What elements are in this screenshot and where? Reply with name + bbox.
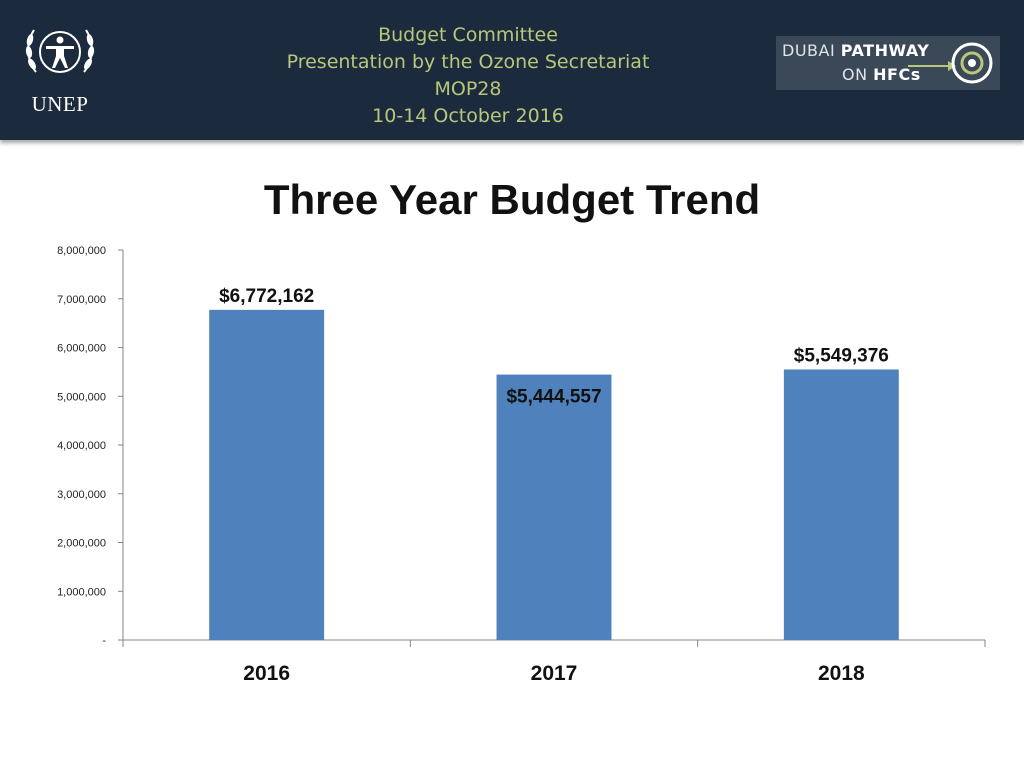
data-label-2016: $6,772,162 (219, 286, 314, 307)
slide-header: UNEP Budget Committee Presentation by th… (0, 0, 1024, 140)
header-text: Budget Committee Presentation by the Ozo… (200, 22, 736, 130)
y-tick-label: 8,000,000 (57, 245, 106, 257)
logo-text-pathway: PATHWAY (840, 41, 930, 60)
category-label-2018: 2018 (818, 662, 865, 685)
y-tick-label: - (102, 635, 106, 647)
chart-title: Three Year Budget Trend (263, 176, 761, 223)
unep-logo: UNEP (20, 20, 100, 120)
header-line-meeting: MOP28 (434, 78, 502, 100)
bar-2017 (496, 374, 612, 640)
y-tick-label: 6,000,000 (57, 343, 106, 355)
category-label-2016: 2016 (243, 662, 290, 685)
data-label-2017: $5,444,557 (506, 387, 601, 408)
bar-2018 (783, 369, 899, 640)
header-line-dates: 10-14 October 2016 (372, 105, 564, 127)
unep-wordmark: UNEP (31, 92, 89, 116)
dubai-pathway-logo: DUBAI PATHWAY ON HFCs (776, 36, 1000, 90)
logo-text-dubai: DUBAI (782, 41, 841, 60)
y-tick-label: 7,000,000 (57, 294, 106, 306)
target-arrow-icon (908, 42, 993, 84)
header-line-committee: Budget Committee (378, 24, 558, 46)
y-tick-label: 5,000,000 (57, 391, 106, 403)
y-tick-label: 2,000,000 (57, 538, 106, 550)
y-tick-label: 1,000,000 (57, 586, 106, 598)
header-line-presenter: Presentation by the Ozone Secretariat (286, 51, 650, 73)
y-tick-label: 4,000,000 (57, 440, 106, 452)
y-tick-label: 3,000,000 (57, 489, 106, 501)
logo-text-hfcs: HFCs (873, 65, 921, 84)
unep-emblem-icon (25, 29, 95, 73)
logo-text-on: ON (842, 65, 874, 84)
bar-2016 (209, 309, 325, 640)
data-label-2018: $5,549,376 (794, 345, 889, 366)
category-label-2017: 2017 (531, 662, 578, 685)
